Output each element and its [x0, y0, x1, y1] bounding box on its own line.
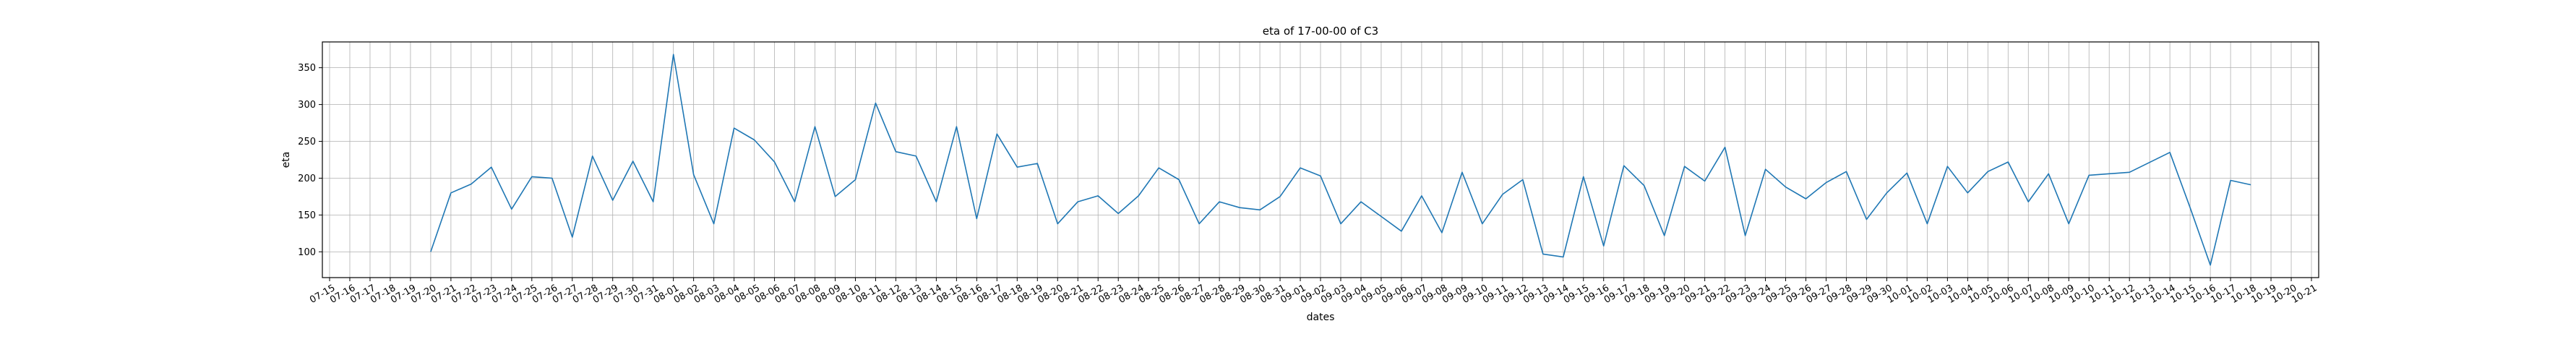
x-axis-label: dates	[1307, 312, 1335, 323]
y-axis: 100 150 200 250 300 350	[298, 63, 322, 258]
y-tick-label: 200	[298, 174, 316, 184]
y-tick-label: 100	[298, 247, 316, 258]
plot-area	[430, 53, 2251, 266]
chart-title: eta of 17-00-00 of C3	[1263, 25, 1378, 38]
y-tick-label: 150	[298, 210, 316, 221]
y-axis-label: eta	[280, 152, 292, 168]
y-tick-label: 300	[298, 100, 316, 111]
y-tick-label: 350	[298, 63, 316, 74]
grid-lines	[322, 42, 2319, 278]
series-line	[430, 53, 2251, 266]
y-tick-label: 250	[298, 137, 316, 147]
